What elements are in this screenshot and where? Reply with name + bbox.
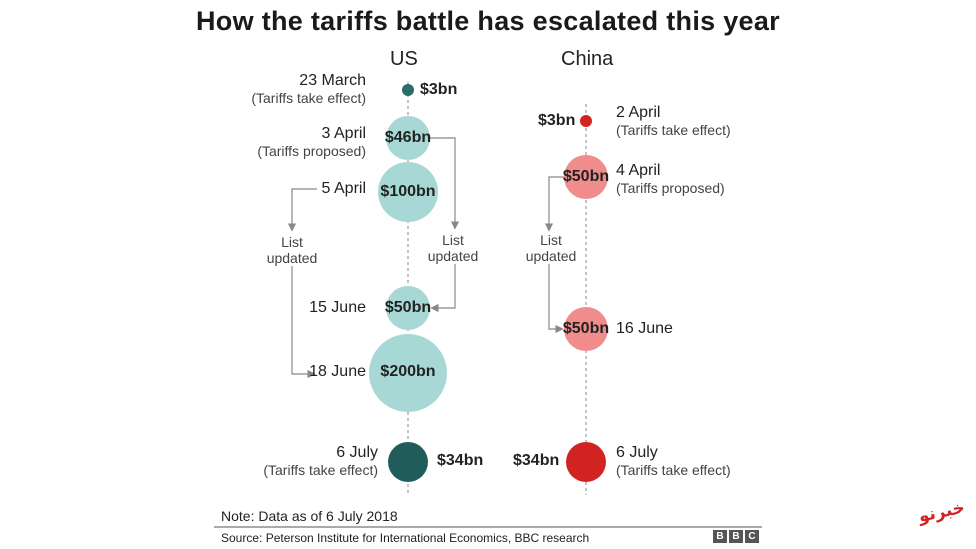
china-bubble-34bn: [566, 442, 606, 482]
china-amount-34bn: $34bn: [513, 452, 560, 469]
us-column-header: US: [390, 48, 418, 70]
us-list-updated-right: List updated: [427, 232, 479, 264]
us-date-5-april: 5 April: [321, 180, 366, 197]
us-bubble-46bn: [386, 116, 430, 160]
us-date-23-march: 23 March (Tariffs take effect): [251, 72, 366, 106]
china-connector-bottom: [548, 264, 564, 334]
us-date-3-april: 3 April (Tariffs proposed): [257, 125, 366, 159]
footer-source: Source: Peterson Institute for Internati…: [221, 531, 590, 545]
footer-note: Note: Data as of 6 July 2018: [221, 508, 398, 524]
us-amount-50bn: $50bn: [384, 299, 432, 316]
china-bubble-50bn-june: [564, 307, 608, 351]
chart-title: How the tariffs battle has escalated thi…: [196, 6, 780, 36]
china-amount-50bn-june: $50bn: [562, 320, 610, 337]
us-date-15-june: 15 June: [309, 299, 366, 316]
us-left-connector-bottom: [291, 266, 316, 379]
china-date-4-april: 4 April (Tariffs proposed): [616, 162, 725, 196]
us-amount-200bn: $200bn: [380, 363, 436, 380]
us-left-connector-top: [287, 188, 317, 232]
us-bubble-50bn: [386, 286, 430, 330]
china-connector-top: [544, 176, 564, 232]
us-bubble-100bn: [378, 162, 438, 222]
us-amount-3bn: $3bn: [420, 81, 458, 98]
us-bubble-200bn: [369, 334, 447, 412]
china-date-2-april: 2 April (Tariffs take effect): [616, 104, 731, 138]
bbc-logo-letter-3: C: [745, 530, 759, 543]
bbc-logo-letter-1: B: [713, 530, 727, 543]
china-list-updated: List updated: [525, 232, 577, 264]
us-right-connector-top: [430, 137, 460, 230]
us-date-18-june: 18 June: [309, 363, 366, 380]
us-list-updated-left: List updated: [266, 234, 318, 266]
us-right-connector-bottom: [430, 264, 456, 313]
china-date-16-june: 16 June: [616, 320, 673, 337]
us-amount-34bn: $34bn: [437, 452, 484, 469]
us-bubble-34bn: [388, 442, 428, 482]
bbc-logo: B B C: [713, 530, 759, 543]
china-bubble-3bn: [580, 115, 592, 127]
china-amount-50bn-april: $50bn: [562, 168, 610, 185]
china-amount-3bn: $3bn: [538, 112, 576, 129]
bbc-logo-letter-2: B: [729, 530, 743, 543]
china-bubble-50bn-april: [564, 155, 608, 199]
china-column-header: China: [561, 48, 614, 70]
china-date-6-july: 6 July (Tariffs take effect): [616, 444, 731, 478]
us-amount-46bn: $46bn: [384, 129, 432, 146]
us-bubble-3bn: [402, 84, 414, 96]
us-date-6-july: 6 July (Tariffs take effect): [263, 444, 378, 478]
us-amount-100bn: $100bn: [380, 183, 436, 200]
